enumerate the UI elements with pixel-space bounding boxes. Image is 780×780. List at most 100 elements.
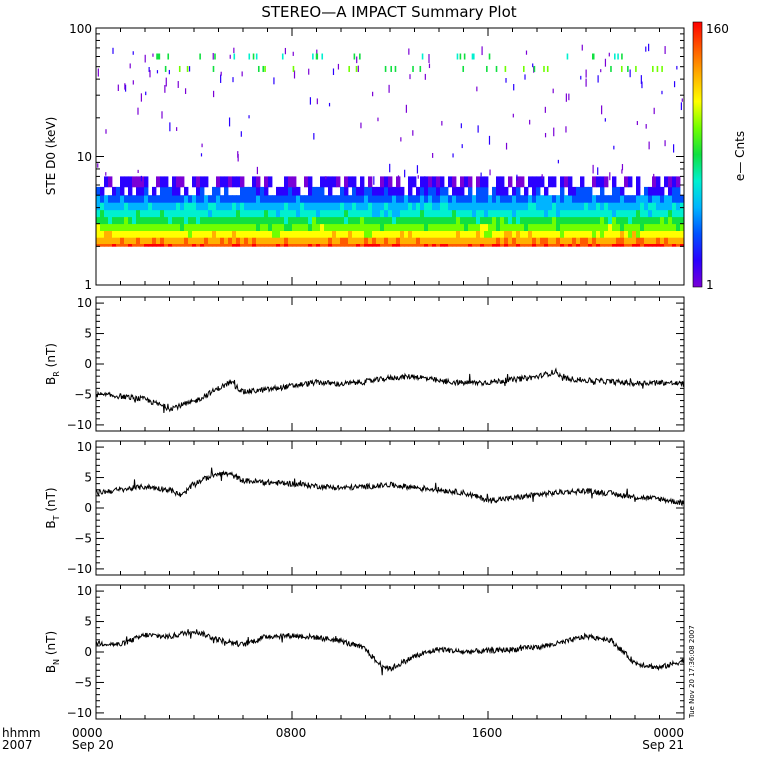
spectrogram-cell xyxy=(228,223,233,232)
spectrogram-cell xyxy=(304,216,309,225)
spectrogram-cell xyxy=(504,223,509,232)
spectrogram-cell xyxy=(452,176,457,188)
spectrogram-cell xyxy=(296,216,301,225)
spectrogram-cell xyxy=(248,243,253,247)
spectrogram-count xyxy=(112,47,114,54)
spectrogram-cell xyxy=(384,209,389,218)
panel-ytick-label: 0 xyxy=(84,501,92,515)
spectrogram-cell xyxy=(240,243,245,247)
spectrogram-cell xyxy=(264,209,269,218)
spectrogram-cell xyxy=(496,223,501,232)
spectrogram-cell xyxy=(636,195,641,203)
spectrogram-count xyxy=(552,88,554,94)
spectrogram-cell xyxy=(464,195,469,203)
spectrogram-cell xyxy=(196,195,201,203)
spectrogram-cell xyxy=(152,195,157,203)
spectrogram-cell xyxy=(184,223,189,232)
spectrogram-cell xyxy=(624,202,629,211)
spectrogram-cell xyxy=(408,243,413,247)
spectrogram-cell xyxy=(344,209,349,218)
spectrogram-cell xyxy=(348,237,353,244)
spectrogram-cell xyxy=(172,230,177,238)
spectrogram-count xyxy=(489,169,491,176)
spectrogram-cell xyxy=(488,237,493,244)
spectrogram-cell xyxy=(456,216,461,225)
spectrogram-cell xyxy=(544,230,549,238)
spectrogram-cell xyxy=(676,223,681,232)
spectrogram-cell xyxy=(652,176,657,188)
spectrogram-cell xyxy=(336,195,341,203)
spectrogram-cell xyxy=(660,202,665,211)
spectrogram-cell xyxy=(276,216,281,225)
spectrogram-cell xyxy=(164,237,169,244)
spectrogram-cell xyxy=(608,223,613,232)
spectrogram-cell xyxy=(640,209,645,218)
spectrogram-count xyxy=(229,54,231,59)
spectrogram-cell xyxy=(488,195,493,203)
spectrogram-cell xyxy=(584,195,589,203)
spectrogram-cell xyxy=(528,209,533,218)
spectrogram-cell xyxy=(212,209,217,218)
spectrogram-cell xyxy=(136,209,141,218)
spectrogram-count xyxy=(417,175,419,179)
spectrogram-cell xyxy=(596,230,601,238)
spectrogram-cell xyxy=(460,223,465,232)
spectrogram-cell xyxy=(124,209,129,218)
spectrogram-cell xyxy=(516,223,521,232)
spectrogram-cell xyxy=(128,209,133,218)
spectrogram-ytick-1: 1 xyxy=(84,278,92,292)
spectrogram-cell xyxy=(536,230,541,238)
spectrogram-cell xyxy=(156,209,161,218)
spectrogram-count xyxy=(313,133,315,140)
spectrogram-cell xyxy=(268,209,273,218)
spectrogram-cell xyxy=(328,243,333,247)
spectrogram-stripe-cell xyxy=(212,65,215,72)
spectrogram-cell xyxy=(524,243,529,247)
spectrogram-cell xyxy=(164,216,169,225)
spectrogram-cell xyxy=(200,209,205,218)
panel-ytick-label: 5 xyxy=(84,615,92,629)
spectrogram-cell xyxy=(664,243,669,247)
spectrogram-cell xyxy=(344,195,349,203)
spectrogram-cell xyxy=(176,202,181,211)
spectrogram-cell xyxy=(456,237,461,244)
spectrogram-cell xyxy=(168,243,173,247)
spectrogram-cell xyxy=(116,216,121,225)
spectrogram-count xyxy=(613,145,615,150)
spectrogram-cell xyxy=(96,195,101,203)
spectrogram-cell xyxy=(620,202,625,211)
spectrogram-cell xyxy=(216,195,221,203)
spectrogram-cell xyxy=(316,243,321,247)
spectrogram-cell xyxy=(456,223,461,232)
spectrogram-cell xyxy=(344,186,349,196)
spectrogram-cell xyxy=(568,223,573,232)
spectrogram-count xyxy=(232,77,234,83)
spectrogram-cell xyxy=(324,230,329,238)
spectrogram-cell xyxy=(252,186,257,196)
spectrogram-stripe-cell xyxy=(471,53,474,60)
spectrogram-cell xyxy=(576,243,581,247)
spectrogram-count xyxy=(228,117,231,127)
spectrogram-cell xyxy=(308,237,313,244)
spectrogram-cell xyxy=(552,195,557,203)
spectrogram-cell xyxy=(544,237,549,244)
spectrogram-cell xyxy=(140,195,145,203)
spectrogram-cell xyxy=(564,230,569,238)
spectrogram-cell xyxy=(540,202,545,211)
spectrogram-cell xyxy=(400,223,405,232)
spectrogram-cell xyxy=(416,195,421,203)
panel-ytick-label: −10 xyxy=(67,562,92,576)
spectrogram-cell xyxy=(596,237,601,244)
spectrogram-cell xyxy=(112,223,117,232)
spectrogram-cell xyxy=(172,195,177,203)
spectrogram-cell xyxy=(628,237,633,244)
spectrogram-cell xyxy=(436,209,441,218)
spectrogram-cell xyxy=(452,237,457,244)
spectrogram-cell xyxy=(380,243,385,247)
spectrogram-cell xyxy=(404,195,409,203)
spectrogram-cell xyxy=(260,186,265,196)
spectrogram-cell xyxy=(356,216,361,225)
spectrogram-count xyxy=(397,175,400,179)
spectrogram-cell xyxy=(664,237,669,244)
spectrogram-cell xyxy=(156,202,161,211)
